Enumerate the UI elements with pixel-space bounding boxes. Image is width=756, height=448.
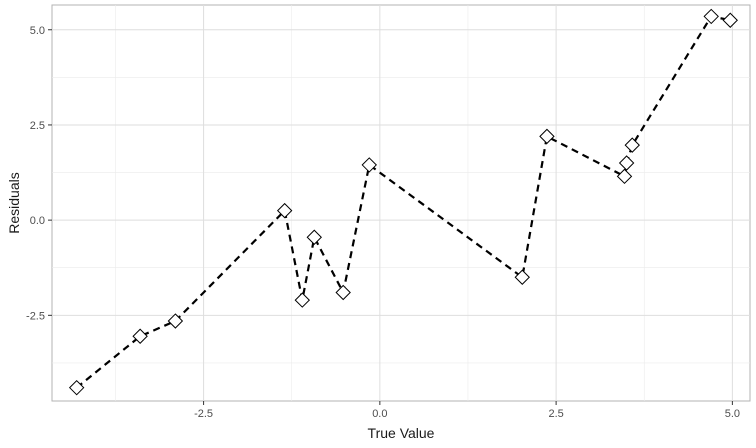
- data-point: [539, 128, 555, 145]
- minor-gridlines: [52, 5, 750, 401]
- y-tick-label: -2.5: [26, 310, 45, 322]
- data-point: [68, 379, 85, 396]
- data-points: [68, 8, 738, 396]
- data-point: [276, 202, 293, 219]
- data-point: [294, 292, 311, 308]
- y-tick-label: 5.0: [30, 25, 45, 37]
- x-tick-label: 5.0: [725, 408, 740, 420]
- data-point: [306, 229, 322, 245]
- data-point: [132, 328, 148, 344]
- data-point: [361, 157, 377, 173]
- data-point: [167, 313, 184, 329]
- y-tick-label: 0.0: [30, 215, 45, 227]
- x-axis-ticks: -2.5 0.0 2.5 5.0: [194, 401, 740, 420]
- data-point: [514, 269, 530, 285]
- data-point: [722, 12, 738, 28]
- series-line-group: [76, 15, 731, 389]
- x-tick-label: -2.5: [194, 408, 213, 420]
- series-line: [76, 15, 731, 389]
- y-tick-label: 2.5: [30, 120, 45, 132]
- data-point: [616, 168, 633, 185]
- x-tick-label: 0.0: [372, 408, 387, 420]
- major-gridlines: [52, 5, 750, 401]
- data-point: [703, 8, 719, 25]
- plot-panel-border: [51, 4, 751, 402]
- data-point: [624, 137, 640, 153]
- x-tick-label: 2.5: [548, 408, 563, 420]
- data-point: [618, 155, 635, 171]
- data-point: [335, 284, 351, 301]
- y-axis-title: Residuals: [6, 172, 22, 233]
- y-axis-ticks: -2.5 0.0 2.5 5.0: [26, 25, 52, 322]
- x-axis-title: True Value: [368, 425, 435, 441]
